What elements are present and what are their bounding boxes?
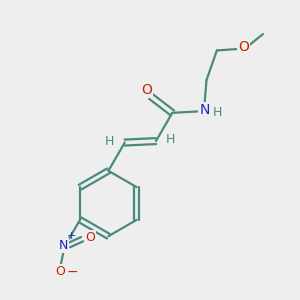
Text: O: O	[141, 83, 152, 97]
Text: +: +	[67, 231, 76, 241]
Text: O: O	[238, 40, 249, 54]
Text: −: −	[66, 265, 78, 279]
Text: H: H	[105, 135, 114, 148]
Text: N: N	[199, 103, 210, 117]
Text: H: H	[166, 133, 175, 146]
Text: H: H	[213, 106, 222, 119]
Text: N: N	[59, 238, 68, 252]
Text: O: O	[85, 231, 95, 244]
Text: O: O	[55, 266, 65, 278]
